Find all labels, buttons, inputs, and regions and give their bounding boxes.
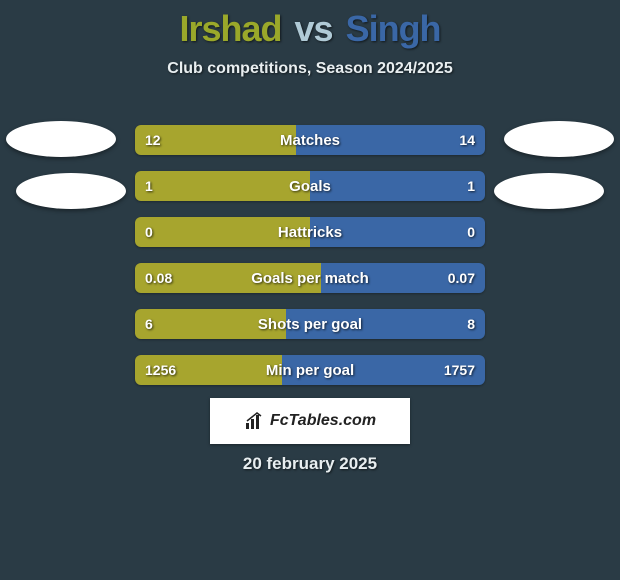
stat-row: 0.080.07Goals per match	[135, 263, 485, 293]
player2-name: Singh	[346, 8, 441, 49]
stat-row: 00Hattricks	[135, 217, 485, 247]
subtitle: Club competitions, Season 2024/2025	[0, 60, 620, 78]
stat-value-left: 1	[135, 171, 163, 201]
stat-row: 11Goals	[135, 171, 485, 201]
barchart-icon	[244, 411, 264, 431]
fctables-logo: FcTables.com	[210, 398, 410, 444]
player1-team-placeholder	[16, 173, 126, 209]
player2-avatar-placeholder	[504, 121, 614, 157]
player1-avatar-placeholder	[6, 121, 116, 157]
chart-area: 1214Matches11Goals00Hattricks0.080.07Goa…	[0, 105, 620, 401]
stat-value-left: 0	[135, 217, 163, 247]
stat-value-right: 1	[457, 171, 485, 201]
stat-value-right: 1757	[434, 355, 485, 385]
player1-name: Irshad	[179, 8, 281, 49]
stat-value-left: 1256	[135, 355, 186, 385]
snapshot-date: 20 february 2025	[0, 454, 620, 474]
stat-value-left: 6	[135, 309, 163, 339]
fctables-text: FcTables.com	[270, 412, 376, 430]
stat-value-left: 12	[135, 125, 171, 155]
stat-bars: 1214Matches11Goals00Hattricks0.080.07Goa…	[135, 105, 485, 385]
stat-value-left: 0.08	[135, 263, 182, 293]
player2-team-placeholder	[494, 173, 604, 209]
stat-row: 1214Matches	[135, 125, 485, 155]
comparison-title: Irshad vs Singh	[0, 0, 620, 50]
stat-row: 12561757Min per goal	[135, 355, 485, 385]
stat-value-right: 14	[449, 125, 485, 155]
stat-value-right: 0	[457, 217, 485, 247]
stat-bar-right	[286, 309, 486, 339]
stat-value-right: 0.07	[438, 263, 485, 293]
stat-value-right: 8	[457, 309, 485, 339]
vs-text: vs	[295, 8, 333, 49]
stat-row: 68Shots per goal	[135, 309, 485, 339]
